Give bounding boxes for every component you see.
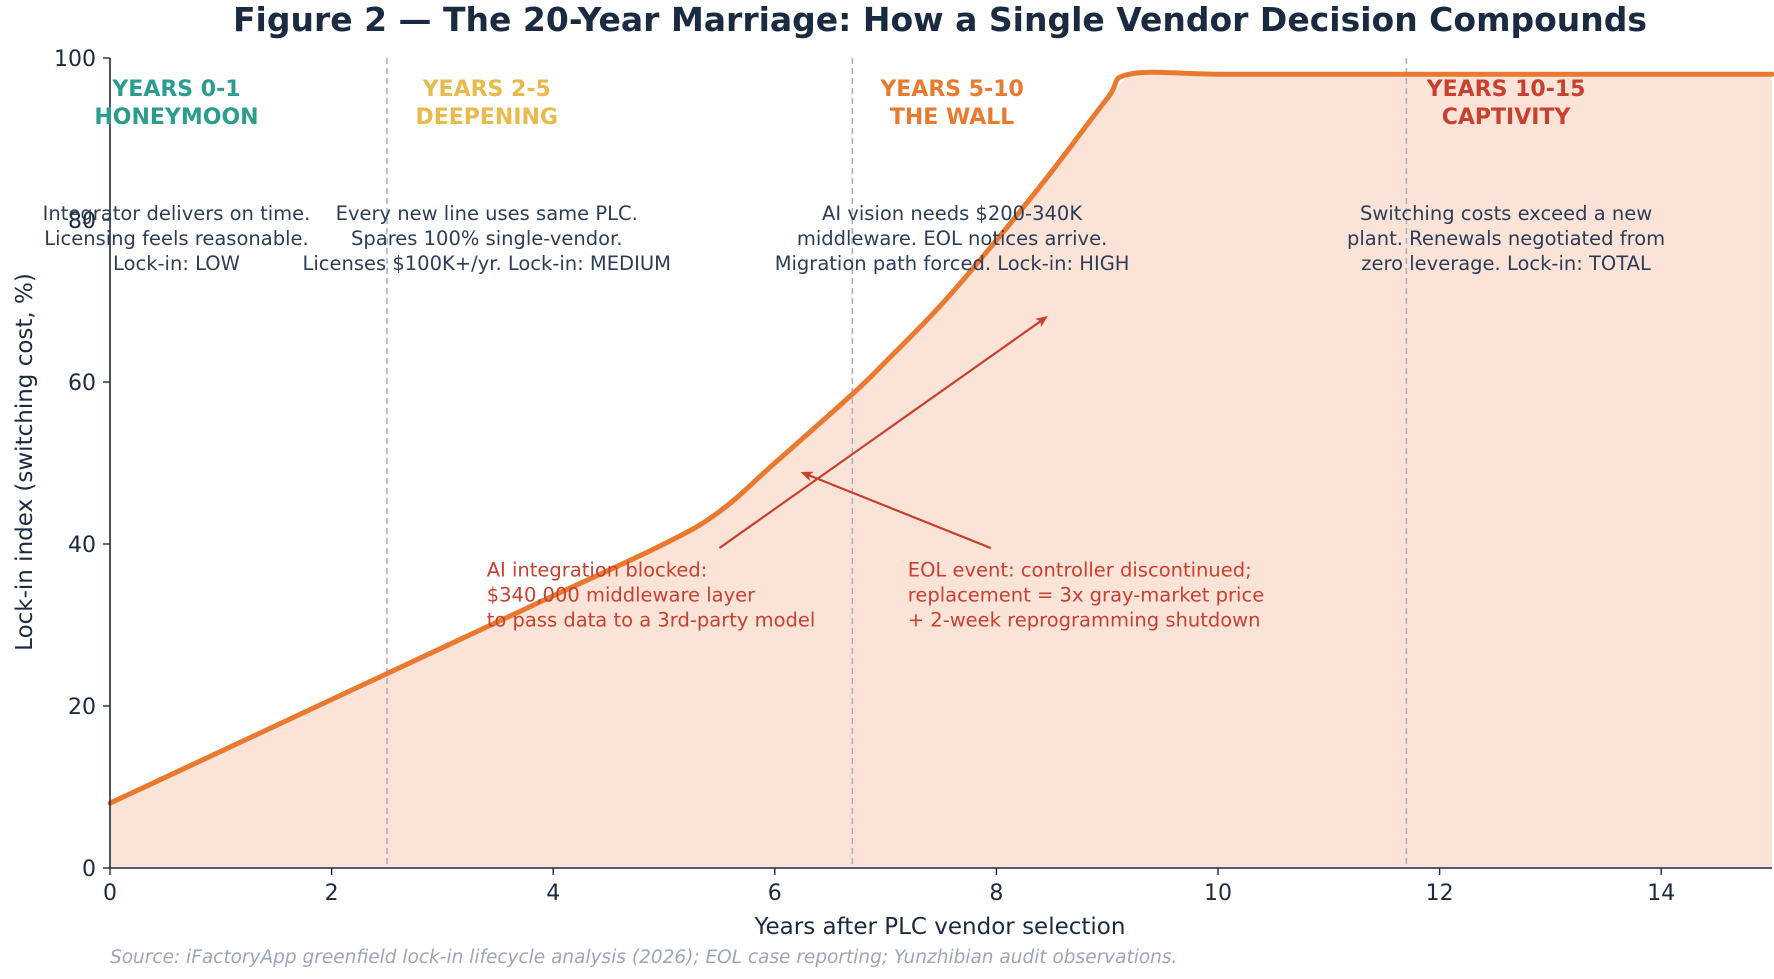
y-axis-label: Lock-in index (switching cost, %) [12, 273, 38, 651]
phase-description-line: AI vision needs $200-340K [822, 202, 1083, 225]
phase-title-3: YEARS 5-10 [879, 77, 1023, 102]
phase-subtitle-2: DEEPENING [415, 105, 558, 130]
annotation-arrow-1 [718, 316, 1048, 549]
phase-title-2: YEARS 2-5 [422, 77, 551, 102]
chart-title: Figure 2 — The 20-Year Marriage: How a S… [233, 0, 1647, 39]
lock-in-curve [107, 69, 1774, 806]
phase-description-line: zero leverage. Lock-in: TOTAL [1361, 252, 1651, 275]
phase-title-4: YEARS 10-15 [1426, 77, 1586, 102]
phase-description-line: Migration path forced. Lock-in: HIGH [775, 252, 1130, 275]
annotation-text-line: replacement = 3x gray-market price [908, 583, 1264, 606]
phase-description-line: Integrator delivers on time. [43, 202, 311, 225]
annotation-text-line: $340,000 middleware layer [487, 583, 756, 606]
phase-description-line: Spares 100% single-vendor. [351, 227, 622, 250]
annotation-text-line: to pass data to a 3rd-party model [487, 608, 816, 631]
y-tick-label: 100 [54, 47, 96, 72]
x-tick-label: 4 [546, 881, 560, 906]
x-tick-label: 0 [103, 881, 117, 906]
y-tick-label: 80 [68, 209, 96, 234]
phase-subtitle-1: HONEYMOON [94, 105, 258, 130]
phase-description-line: Lock-in: LOW [113, 252, 240, 275]
plot-area: 0 2 4 6 8 10 12 14 0 20 40 60 80 100 YEARS 0-1 HONEYMOO… [43, 47, 1774, 906]
x-tick-label: 12 [1426, 881, 1454, 906]
y-tick-label: 60 [68, 371, 96, 396]
y-tick-label: 20 [68, 695, 96, 720]
x-tick-label: 2 [325, 881, 339, 906]
phase-description-line: plant. Renewals negotiated from [1347, 227, 1665, 250]
annotation-text-line: EOL event: controller discontinued; [908, 558, 1252, 581]
x-axis-label: Years after PLC vendor selection [754, 914, 1126, 940]
phase-description-line: middleware. EOL notices arrive. [797, 227, 1107, 250]
lock-in-area-fill [110, 74, 1772, 868]
x-tick-label: 8 [989, 881, 1003, 906]
phase-description-line: Licenses $100K+/yr. Lock-in: MEDIUM [303, 252, 671, 275]
y-tick-label: 0 [82, 857, 96, 882]
annotation-text-line: + 2-week reprogramming shutdown [908, 608, 1261, 631]
x-tick-label: 10 [1204, 881, 1232, 906]
phase-description-line: Switching costs exceed a new [1360, 202, 1652, 225]
phase-description-line: Licensing feels reasonable. [44, 227, 308, 250]
phase-description-line: Every new line uses same PLC. [336, 202, 638, 225]
x-tick-label: 14 [1647, 881, 1675, 906]
source-note: Source: iFactoryApp greenfield lock-in l… [110, 947, 1177, 968]
x-tick-label: 6 [768, 881, 782, 906]
annotation-arrow-2 [800, 471, 992, 550]
phase-subtitle-4: CAPTIVITY [1442, 105, 1572, 130]
y-tick-label: 40 [68, 533, 96, 558]
phase-subtitle-3: THE WALL [890, 105, 1014, 130]
phase-title-1: YEARS 0-1 [111, 77, 240, 102]
annotation-text-line: AI integration blocked: [487, 558, 708, 581]
